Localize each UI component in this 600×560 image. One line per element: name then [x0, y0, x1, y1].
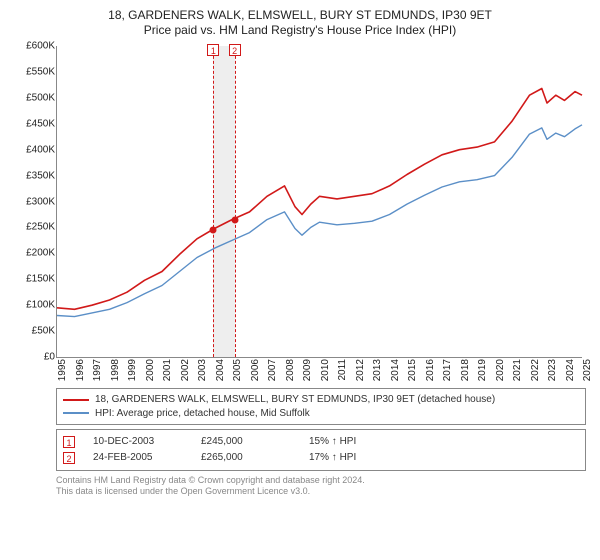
chart-svg: [57, 46, 582, 357]
transaction-dot: [231, 216, 238, 223]
legend-item-blue: HPI: Average price, detached house, Mid …: [63, 407, 579, 421]
legend-label-blue: HPI: Average price, detached house, Mid …: [95, 407, 310, 421]
x-tick-label: 2022: [530, 359, 541, 381]
x-tick-label: 2013: [372, 359, 383, 381]
y-tick-label: £450K: [26, 118, 55, 129]
series-line-red: [57, 89, 582, 310]
x-tick-label: 2008: [285, 359, 296, 381]
y-tick-label: £100K: [26, 300, 55, 311]
y-tick-label: £350K: [26, 170, 55, 181]
transaction-price: £265,000: [201, 450, 291, 466]
x-tick-label: 1997: [92, 359, 103, 381]
transaction-price: £245,000: [201, 434, 291, 450]
x-tick-label: 2012: [355, 359, 366, 381]
legend-swatch-blue: [63, 412, 89, 414]
x-tick-label: 2003: [197, 359, 208, 381]
x-tick-label: 2006: [250, 359, 261, 381]
x-tick-label: 1999: [127, 359, 138, 381]
legend-swatch-red: [63, 399, 89, 401]
y-tick-label: £550K: [26, 66, 55, 77]
x-tick-label: 2024: [565, 359, 576, 381]
footer-line1: Contains HM Land Registry data © Crown c…: [56, 475, 586, 486]
transaction-dot: [210, 227, 217, 234]
x-tick-label: 2007: [267, 359, 278, 381]
series-line-blue: [57, 125, 582, 317]
transaction-row-marker: 2: [63, 452, 75, 464]
legend-item-red: 18, GARDENERS WALK, ELMSWELL, BURY ST ED…: [63, 393, 579, 407]
transaction-date: 10-DEC-2003: [93, 434, 183, 450]
x-tick-label: 2025: [582, 359, 593, 381]
transaction-pct: 17% ↑ HPI: [309, 450, 399, 466]
y-tick-label: £150K: [26, 274, 55, 285]
x-tick-label: 2005: [232, 359, 243, 381]
y-tick-label: £50K: [32, 326, 55, 337]
page-root: 18, GARDENERS WALK, ELMSWELL, BURY ST ED…: [0, 0, 600, 560]
x-tick-label: 2020: [495, 359, 506, 381]
x-tick-label: 2009: [302, 359, 313, 381]
x-tick-label: 2023: [547, 359, 558, 381]
legend-label-red: 18, GARDENERS WALK, ELMSWELL, BURY ST ED…: [95, 393, 495, 407]
x-tick-label: 2019: [477, 359, 488, 381]
x-tick-label: 2016: [425, 359, 436, 381]
transaction-date: 24-FEB-2005: [93, 450, 183, 466]
y-tick-label: £200K: [26, 248, 55, 259]
x-tick-label: 2010: [320, 359, 331, 381]
x-tick-label: 2021: [512, 359, 523, 381]
chart-title-line2: Price paid vs. HM Land Registry's House …: [14, 23, 586, 38]
transactions-table: 1 10-DEC-2003 £245,000 15% ↑ HPI 2 24-FEB-200…: [56, 429, 586, 471]
legend-box: 18, GARDENERS WALK, ELMSWELL, BURY ST ED…: [56, 388, 586, 425]
x-tick-label: 2015: [407, 359, 418, 381]
chart-area: £0 £50K £100K £150K £200K £250K £300K £350K £400…: [14, 42, 586, 382]
transaction-row: 2 24-FEB-2005 £265,000 17% ↑ HPI: [63, 450, 579, 466]
transaction-row-marker: 1: [63, 436, 75, 448]
footer-line2: This data is licensed under the Open Gov…: [56, 486, 586, 497]
x-tick-label: 2004: [215, 359, 226, 381]
x-tick-label: 2000: [145, 359, 156, 381]
x-tick-label: 2018: [460, 359, 471, 381]
plot-region: £0£50K£100K£150K£200K£250K£300K£350K£400…: [56, 46, 582, 358]
transaction-pct: 15% ↑ HPI: [309, 434, 399, 450]
chart-title-line1: 18, GARDENERS WALK, ELMSWELL, BURY ST ED…: [14, 8, 586, 23]
x-tick-label: 2002: [180, 359, 191, 381]
y-tick-label: £300K: [26, 196, 55, 207]
y-tick-label: £500K: [26, 92, 55, 103]
y-tick-label: £0: [44, 352, 55, 363]
x-tick-label: 2014: [390, 359, 401, 381]
footer-text: Contains HM Land Registry data © Crown c…: [56, 475, 586, 498]
x-tick-label: 1995: [57, 359, 68, 381]
x-tick-label: 2001: [162, 359, 173, 381]
y-tick-label: £400K: [26, 144, 55, 155]
transaction-row: 1 10-DEC-2003 £245,000 15% ↑ HPI: [63, 434, 579, 450]
y-tick-label: £600K: [26, 41, 55, 52]
x-tick-label: 1996: [75, 359, 86, 381]
x-tick-label: 2017: [442, 359, 453, 381]
x-tick-label: 1998: [110, 359, 121, 381]
y-tick-label: £250K: [26, 222, 55, 233]
x-tick-label: 2011: [337, 359, 348, 381]
